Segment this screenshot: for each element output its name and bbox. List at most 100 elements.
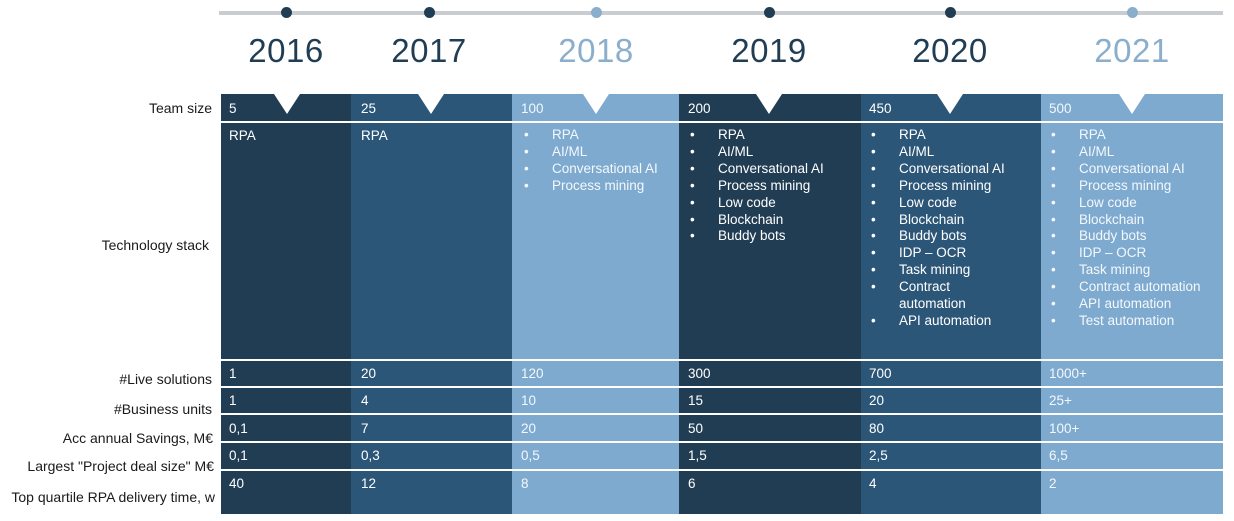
tech-stack-list-2019: • RPA • AI/ML • Conversational AI • Process …: [687, 127, 857, 245]
row-label-delivery-time: Top quartile RPA delivery time, w: [11, 489, 215, 505]
tech-stack-item: • Low code: [871, 194, 957, 210]
delivery-time-2017: 12: [361, 476, 377, 491]
year-label-2021: 2021: [1094, 32, 1170, 69]
tech-stack-item: • IDP – OCR: [871, 245, 967, 261]
column-notch-2020: [937, 94, 963, 114]
tech-stack-item: • Test automation: [1051, 312, 1175, 328]
tech-stack-item: • RPA: [690, 127, 745, 142]
tech-stack-item: • Conversational AI: [871, 160, 1005, 176]
tech-stack-2017: RPA: [361, 128, 388, 143]
savings-2018: 20: [521, 421, 537, 436]
tech-stack-list-2020: • RPA • AI/ML • Conversational AI • Process …: [868, 127, 1028, 330]
delivery-time-2020: 4: [869, 476, 877, 491]
tech-stack-item: • RPA: [1051, 127, 1106, 142]
timeline-line: [219, 11, 1223, 15]
column-notch-2021: [1119, 94, 1145, 114]
tech-stack-item: • Buddy bots: [1051, 228, 1147, 244]
timeline-dot-2019: [764, 7, 775, 18]
savings-2021: 100+: [1049, 421, 1080, 436]
tech-stack-item: • Contract automation: [871, 279, 966, 312]
timeline-dot-2016: [281, 7, 292, 18]
deal-size-2016: 0,1: [229, 448, 248, 463]
tech-stack-item: • RPA: [871, 127, 926, 142]
live-solutions-2017: 20: [361, 366, 377, 381]
tech-stack-item: • Process mining: [690, 177, 811, 193]
tech-stack-item: • Blockchain: [1051, 211, 1145, 227]
business-units-2019: 15: [688, 393, 704, 408]
tech-stack-item: • API automation: [1051, 296, 1172, 312]
live-solutions-2020: 700: [869, 366, 892, 381]
row-divider: [221, 413, 1223, 415]
timeline-dot-2017: [424, 7, 435, 18]
column-notch-2016: [274, 94, 300, 114]
tech-stack-item: • Low code: [690, 194, 776, 210]
row-label-business-units: #Business units: [113, 401, 212, 417]
row-divider: [221, 359, 1223, 361]
timeline-dot-2021: [1127, 7, 1138, 18]
tech-stack-item: • Buddy bots: [871, 228, 967, 244]
deal-size-2021: 6,5: [1049, 448, 1068, 463]
team-size-2017: 25: [361, 101, 377, 116]
row-label-team-size: Team size: [148, 100, 212, 116]
row-label-deal-size: Largest "Project deal size" M€: [27, 458, 214, 474]
row-divider: [221, 121, 1223, 123]
tech-stack-item: • AI/ML: [1051, 143, 1115, 159]
savings-2016: 0,1: [229, 421, 248, 436]
live-solutions-2019: 300: [688, 366, 711, 381]
column-2021: [1041, 94, 1223, 514]
deal-size-2018: 0,5: [521, 448, 540, 463]
tech-stack-item: • Process mining: [1051, 177, 1172, 193]
row-divider: [221, 441, 1223, 443]
column-2016: [221, 94, 351, 514]
delivery-time-2021: 2: [1049, 476, 1057, 491]
deal-size-2020: 2,5: [869, 448, 888, 463]
year-label-2017: 2017: [391, 32, 467, 69]
year-label-2016: 2016: [248, 32, 324, 69]
business-units-2018: 10: [521, 393, 537, 408]
team-size-2021: 500: [1049, 101, 1072, 116]
tech-stack-item: • Process mining: [524, 177, 645, 193]
team-size-2020: 450: [869, 101, 892, 116]
delivery-time-2018: 8: [521, 476, 529, 491]
live-solutions-2018: 120: [521, 366, 544, 381]
column-notch-2018: [583, 94, 609, 114]
row-label-savings: Acc annual Savings, M€: [62, 430, 213, 446]
live-solutions-2021: 1000+: [1049, 366, 1087, 381]
business-units-2021: 25+: [1049, 393, 1072, 408]
tech-stack-item: • Contract automation: [1051, 279, 1201, 295]
deal-size-2019: 1,5: [688, 448, 707, 463]
tech-stack-item: • Conversational AI: [690, 160, 824, 176]
tech-stack-item: • Conversational AI: [1051, 160, 1185, 176]
column-2018: [512, 94, 679, 514]
tech-stack-item: • API automation: [871, 312, 992, 328]
column-2019: [679, 94, 861, 514]
tech-stack-item: • Conversational AI: [524, 160, 658, 176]
live-solutions-2016: 1: [229, 366, 237, 381]
tech-stack-item: • Task mining: [871, 262, 971, 278]
savings-2017: 7: [361, 421, 369, 436]
year-label-2020: 2020: [912, 32, 988, 69]
tech-stack-item: • Process mining: [871, 177, 992, 193]
tech-stack-item: • Blockchain: [871, 211, 965, 227]
timeline-dot-2020: [945, 7, 956, 18]
tech-stack-item: • IDP – OCR: [1051, 245, 1147, 261]
tech-stack-item: • Buddy bots: [690, 228, 786, 244]
savings-2020: 80: [869, 421, 885, 436]
business-units-2017: 4: [361, 393, 369, 408]
column-notch-2017: [418, 94, 444, 114]
tech-stack-item: • Task mining: [1051, 262, 1151, 278]
tech-stack-item: • Low code: [1051, 194, 1137, 210]
row-label-live-solutions: #Live solutions: [119, 371, 212, 387]
business-units-2020: 20: [869, 393, 885, 408]
tech-stack-list-2021: • RPA • AI/ML • Conversational AI • Process …: [1048, 127, 1220, 330]
row-label-technology-stack: Technology stack: [101, 237, 209, 253]
team-size-2016: 5: [229, 101, 237, 116]
year-label-2019: 2019: [731, 32, 807, 69]
team-size-2018: 100: [521, 101, 544, 116]
tech-stack-2016: RPA: [229, 128, 256, 143]
row-divider: [221, 386, 1223, 388]
row-divider: [221, 469, 1223, 471]
tech-stack-item: • AI/ML: [871, 143, 935, 159]
tech-stack-item: • Blockchain: [690, 211, 784, 227]
column-notch-2019: [756, 94, 782, 114]
